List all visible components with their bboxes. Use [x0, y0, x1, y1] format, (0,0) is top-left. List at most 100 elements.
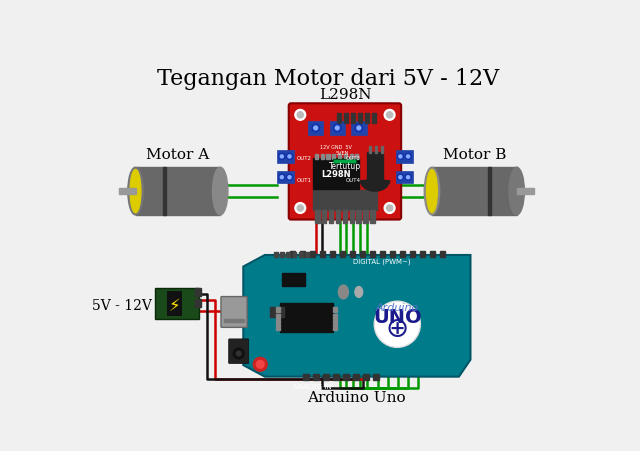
- Bar: [319, 252, 325, 258]
- Ellipse shape: [128, 168, 143, 216]
- Bar: [381, 147, 383, 153]
- Bar: [310, 252, 315, 258]
- Bar: [337, 114, 341, 123]
- Bar: [270, 308, 284, 317]
- Bar: [342, 210, 348, 224]
- Bar: [312, 159, 359, 189]
- Bar: [340, 252, 345, 258]
- Bar: [287, 253, 291, 258]
- Text: OUT2: OUT2: [297, 156, 312, 161]
- Circle shape: [253, 358, 267, 372]
- Bar: [333, 317, 337, 320]
- Bar: [330, 122, 345, 136]
- Bar: [333, 314, 337, 316]
- Bar: [371, 210, 375, 224]
- Circle shape: [314, 127, 317, 131]
- Bar: [349, 252, 355, 258]
- Text: Tertutup: Tertutup: [329, 161, 361, 170]
- Bar: [276, 310, 280, 313]
- Bar: [292, 253, 296, 258]
- Bar: [364, 374, 369, 381]
- Text: Motor B: Motor B: [443, 148, 506, 161]
- Circle shape: [288, 156, 291, 159]
- Circle shape: [397, 154, 403, 160]
- Bar: [277, 151, 294, 163]
- Circle shape: [236, 351, 241, 356]
- Bar: [336, 210, 340, 224]
- Bar: [355, 155, 358, 159]
- Circle shape: [287, 175, 292, 181]
- Bar: [356, 210, 361, 224]
- Circle shape: [355, 125, 363, 133]
- Bar: [333, 324, 337, 327]
- Bar: [360, 252, 365, 258]
- Bar: [365, 114, 369, 123]
- Bar: [323, 374, 329, 381]
- Bar: [349, 155, 353, 159]
- Bar: [276, 307, 280, 309]
- Bar: [344, 374, 349, 381]
- Bar: [326, 155, 330, 159]
- Bar: [396, 172, 413, 184]
- Text: OUT4: OUT4: [346, 178, 360, 183]
- Bar: [349, 210, 354, 224]
- Ellipse shape: [427, 170, 437, 213]
- Bar: [358, 114, 362, 123]
- Bar: [353, 374, 359, 381]
- Bar: [429, 252, 435, 258]
- Bar: [367, 152, 383, 180]
- Circle shape: [374, 302, 420, 348]
- Text: UNO: UNO: [373, 308, 422, 327]
- Bar: [330, 252, 335, 258]
- Text: L298N: L298N: [319, 88, 371, 102]
- Bar: [333, 374, 339, 381]
- Bar: [167, 291, 182, 316]
- Bar: [280, 253, 284, 258]
- Bar: [338, 155, 341, 159]
- Circle shape: [279, 175, 285, 181]
- Circle shape: [357, 127, 361, 131]
- Bar: [276, 317, 280, 320]
- Bar: [303, 374, 308, 381]
- Bar: [344, 114, 348, 123]
- Bar: [372, 114, 376, 123]
- Bar: [289, 252, 295, 258]
- Bar: [282, 274, 305, 286]
- Text: OUT3: OUT3: [346, 156, 360, 161]
- Text: ⊕: ⊕: [386, 314, 409, 342]
- Ellipse shape: [424, 168, 440, 216]
- Circle shape: [280, 176, 284, 179]
- Ellipse shape: [339, 285, 348, 299]
- Polygon shape: [243, 255, 470, 377]
- Bar: [351, 114, 355, 123]
- Circle shape: [397, 175, 403, 181]
- Bar: [380, 252, 385, 258]
- Bar: [300, 252, 305, 258]
- Bar: [315, 210, 319, 224]
- Bar: [364, 210, 368, 224]
- Circle shape: [406, 156, 410, 159]
- Bar: [390, 252, 395, 258]
- Circle shape: [295, 110, 306, 121]
- Bar: [163, 168, 166, 216]
- Bar: [118, 189, 136, 195]
- Bar: [369, 252, 375, 258]
- Bar: [276, 327, 280, 330]
- Circle shape: [384, 110, 395, 121]
- Bar: [195, 289, 201, 296]
- Bar: [333, 321, 337, 323]
- Ellipse shape: [212, 168, 228, 216]
- Circle shape: [297, 206, 303, 212]
- Bar: [277, 172, 294, 184]
- Text: OUT1: OUT1: [297, 178, 312, 183]
- Text: L298N: L298N: [321, 170, 351, 179]
- Text: Arduino: Arduino: [376, 303, 419, 313]
- Bar: [333, 307, 337, 309]
- Bar: [420, 252, 425, 258]
- Circle shape: [406, 176, 410, 179]
- Text: ANALOG IN: ANALOG IN: [293, 383, 332, 389]
- Circle shape: [280, 156, 284, 159]
- Ellipse shape: [355, 287, 363, 298]
- Bar: [488, 168, 492, 216]
- Bar: [314, 374, 319, 381]
